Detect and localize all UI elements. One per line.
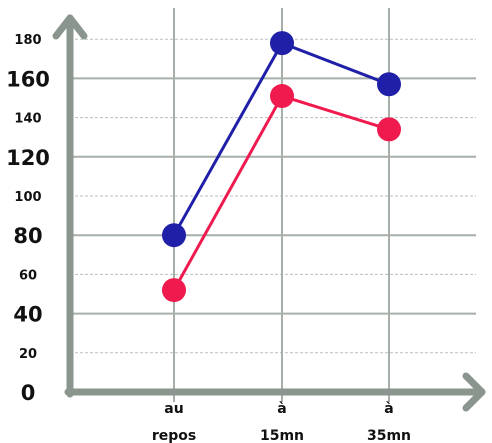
y-tick-label: 60 — [19, 268, 37, 283]
data-point — [270, 31, 294, 56]
y-axis-arrow — [52, 14, 88, 40]
y-tick-label: 0 — [21, 381, 36, 405]
x-category-label: repos — [152, 428, 196, 443]
y-tick-label: 180 — [14, 33, 41, 48]
label-layer: 0 40 80 120 160 20 60 100 140 180 au repos à 15mn à 35m… — [6, 33, 411, 443]
y-tick-label: 80 — [13, 224, 42, 248]
x-category-label: 35mn — [367, 428, 411, 443]
y-tick-label: 160 — [6, 67, 50, 91]
x-axis-arrow — [462, 372, 486, 412]
data-point — [162, 278, 186, 303]
grid-layer — [70, 8, 476, 402]
data-point — [377, 72, 401, 97]
y-tick-label: 20 — [19, 347, 37, 362]
x-category-label: à — [277, 401, 286, 417]
y-tick-label: 120 — [6, 146, 50, 170]
x-category-label: à — [384, 401, 393, 417]
y-tick-label: 40 — [13, 303, 42, 327]
data-point — [162, 223, 186, 248]
axis-layer — [52, 14, 486, 412]
data-point — [377, 117, 401, 142]
x-category-label: 15mn — [260, 428, 304, 443]
x-category-label: au — [164, 401, 183, 417]
series-layer — [162, 31, 401, 303]
data-point — [270, 84, 294, 109]
y-tick-label: 100 — [14, 190, 41, 205]
y-tick-label: 140 — [14, 112, 41, 127]
